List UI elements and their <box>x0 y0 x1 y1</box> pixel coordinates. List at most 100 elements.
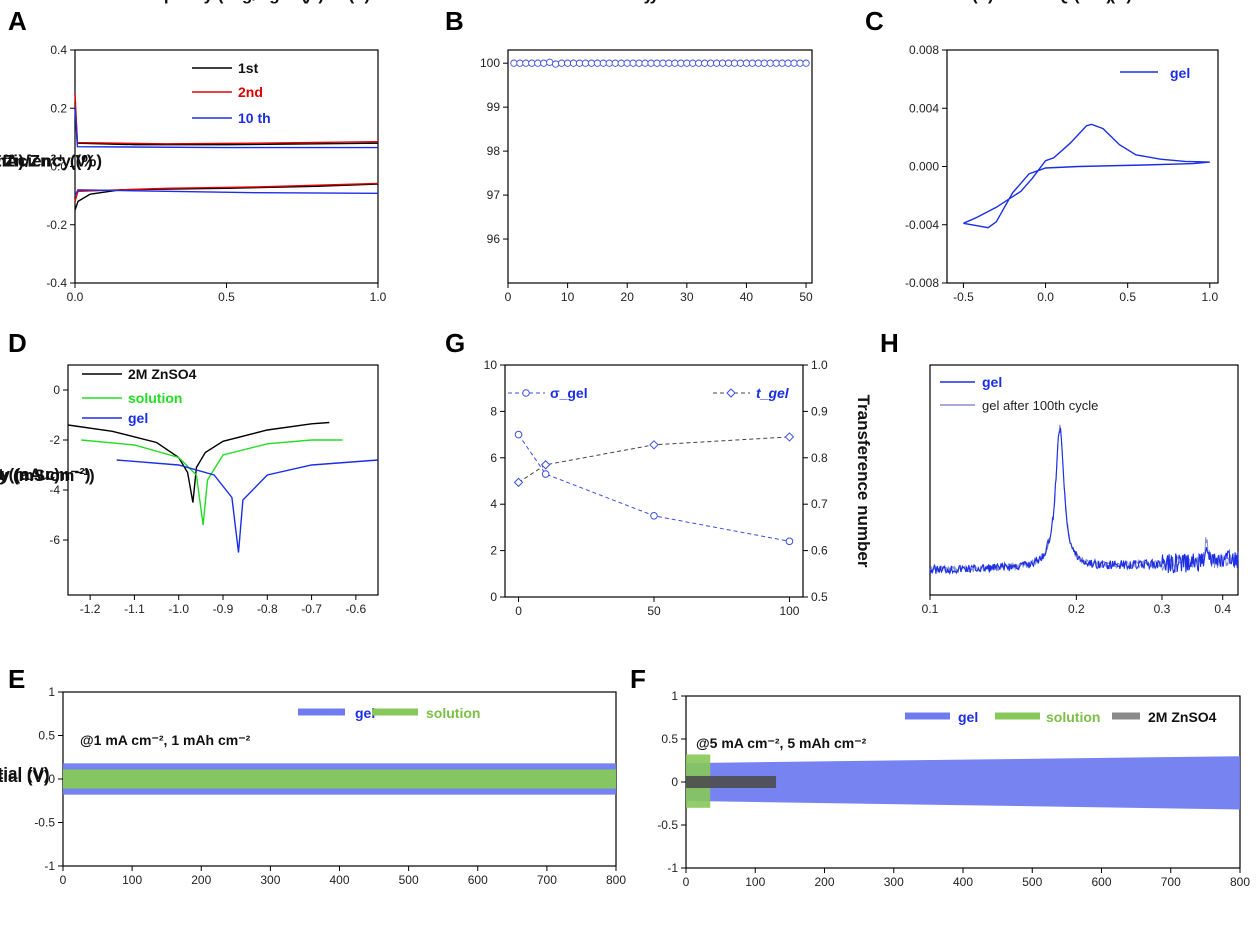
series-line-1 <box>67 421 330 503</box>
data-point <box>605 59 613 67</box>
x-axis-label: Cycle <box>631 0 676 4</box>
x-axis-label: Capacity (mAh cm⁻²) <box>142 0 311 4</box>
x-tick-label: 400 <box>953 875 973 889</box>
data-point <box>516 59 524 67</box>
x-tick-label: 0.0 <box>67 290 84 304</box>
x-tick-label: 0.0 <box>1037 290 1054 304</box>
y-tick-label: -4 <box>49 483 60 497</box>
data-point <box>677 59 685 67</box>
legend-label: solution <box>128 390 182 406</box>
data-point <box>665 59 673 67</box>
series-line-1-charge <box>74 102 379 146</box>
y-axis-label: Voltage v.s. Zn/Zn²⁺ (V) <box>0 152 92 171</box>
series-line-2 <box>518 436 790 483</box>
y-tick-label: 1 <box>671 689 678 703</box>
panel-label: B <box>445 6 464 36</box>
x-tick-label: 100 <box>745 875 765 889</box>
chart-E: 0100200300400500600700800-1-0.500.51time… <box>0 0 626 887</box>
band-solution <box>63 769 616 789</box>
plot-frame-D <box>67 364 379 596</box>
x-tick-label: 500 <box>1022 875 1042 889</box>
data-point <box>671 59 679 67</box>
x-tick-label: 300 <box>260 873 280 887</box>
data-point <box>683 59 691 67</box>
y-tick-label: 0.008 <box>909 43 939 57</box>
plot-frame-B <box>507 49 813 284</box>
legend-label: σ_gel <box>550 385 588 401</box>
x-tick-label: -0.7 <box>301 602 322 616</box>
x-tick-label: 400 <box>329 873 349 887</box>
data-point <box>724 59 733 67</box>
data-point <box>695 59 703 67</box>
data-point-t <box>540 460 551 470</box>
y-right-tick-label: 0.9 <box>811 404 828 418</box>
data-point <box>552 60 560 68</box>
series-line-3 <box>116 459 379 553</box>
y-tick-label: 0.2 <box>50 101 67 115</box>
data-point <box>623 59 631 67</box>
data-point <box>802 59 810 67</box>
data-point <box>772 59 780 67</box>
series-line-gel <box>963 123 1210 229</box>
legend-label: solution <box>426 705 480 721</box>
y-tick-label: 10 <box>484 358 498 372</box>
data-point <box>510 59 518 67</box>
y-axis-label: Conductivity (mS cm⁻¹) <box>0 466 95 485</box>
panel-label: F <box>630 664 646 694</box>
x-tick-label: 0 <box>515 604 522 618</box>
x-tick-label: 300 <box>884 875 904 889</box>
y-tick-label: -6 <box>49 533 60 547</box>
legend-label: gel <box>355 705 375 721</box>
x-tick-label: 50 <box>647 604 661 618</box>
x-tick-label: 0.3 <box>1154 602 1171 616</box>
x-tick-label: 0.1 <box>922 602 939 616</box>
data-point <box>540 59 548 67</box>
data-point <box>635 59 643 67</box>
annotation: @5 mA cm⁻², 5 mAh cm⁻² <box>696 735 867 751</box>
y-tick-label: 0.5 <box>661 732 678 746</box>
data-point <box>581 59 590 67</box>
data-point-t <box>784 432 795 442</box>
series-line-after-100-cycles <box>929 424 1239 574</box>
panel-label: A <box>8 6 27 36</box>
series-line-1 <box>518 434 790 542</box>
data-point <box>659 59 667 67</box>
legend-label: t_gel <box>756 385 790 401</box>
y-tick-label: -0.008 <box>905 276 939 290</box>
data-point <box>796 59 804 67</box>
x-tick-label: 0.5 <box>1119 290 1136 304</box>
data-point <box>641 59 649 67</box>
legend-label: gel <box>128 410 148 426</box>
data-point <box>575 59 584 67</box>
y-tick-label: 0.4 <box>50 43 67 57</box>
y-axis-label: Coulombic Efficiency (%) <box>0 152 102 171</box>
x-tick-label: -0.6 <box>346 602 367 616</box>
x-axis-label: Potential v.s. Ag/AgCl (V) <box>122 0 324 4</box>
y-tick-label: 99 <box>487 100 501 114</box>
data-point <box>557 59 566 67</box>
y-right-tick-label: 1.0 <box>811 358 828 372</box>
y-axis-label: Potential (V) <box>0 767 50 786</box>
data-point-sigma <box>650 512 658 520</box>
data-point <box>742 59 751 67</box>
x-tick-label: 0 <box>505 290 512 304</box>
legend-label: solution <box>1046 709 1100 725</box>
series-line-2-discharge <box>74 182 379 202</box>
y-right-tick-label: 0.6 <box>811 544 828 558</box>
y-tick-label: 6 <box>490 451 497 465</box>
x-tick-label: 100 <box>122 873 142 887</box>
x-tick-label: 0.5 <box>218 290 235 304</box>
y-tick-label: 0.000 <box>909 160 939 174</box>
data-point-sigma <box>785 537 794 546</box>
data-point-sigma <box>514 430 523 439</box>
x-axis-label: Potential (V) <box>1033 0 1132 4</box>
legend-label: gel after 100th cycle <box>982 398 1098 413</box>
legend-label: 1st <box>238 60 259 76</box>
band-znso4 <box>686 775 777 789</box>
data-point <box>611 59 619 67</box>
y-tick-label: 4 <box>490 497 497 511</box>
data-point <box>712 59 721 67</box>
data-point <box>653 59 661 67</box>
data-point <box>534 59 542 67</box>
series-line-gel <box>929 427 1239 576</box>
